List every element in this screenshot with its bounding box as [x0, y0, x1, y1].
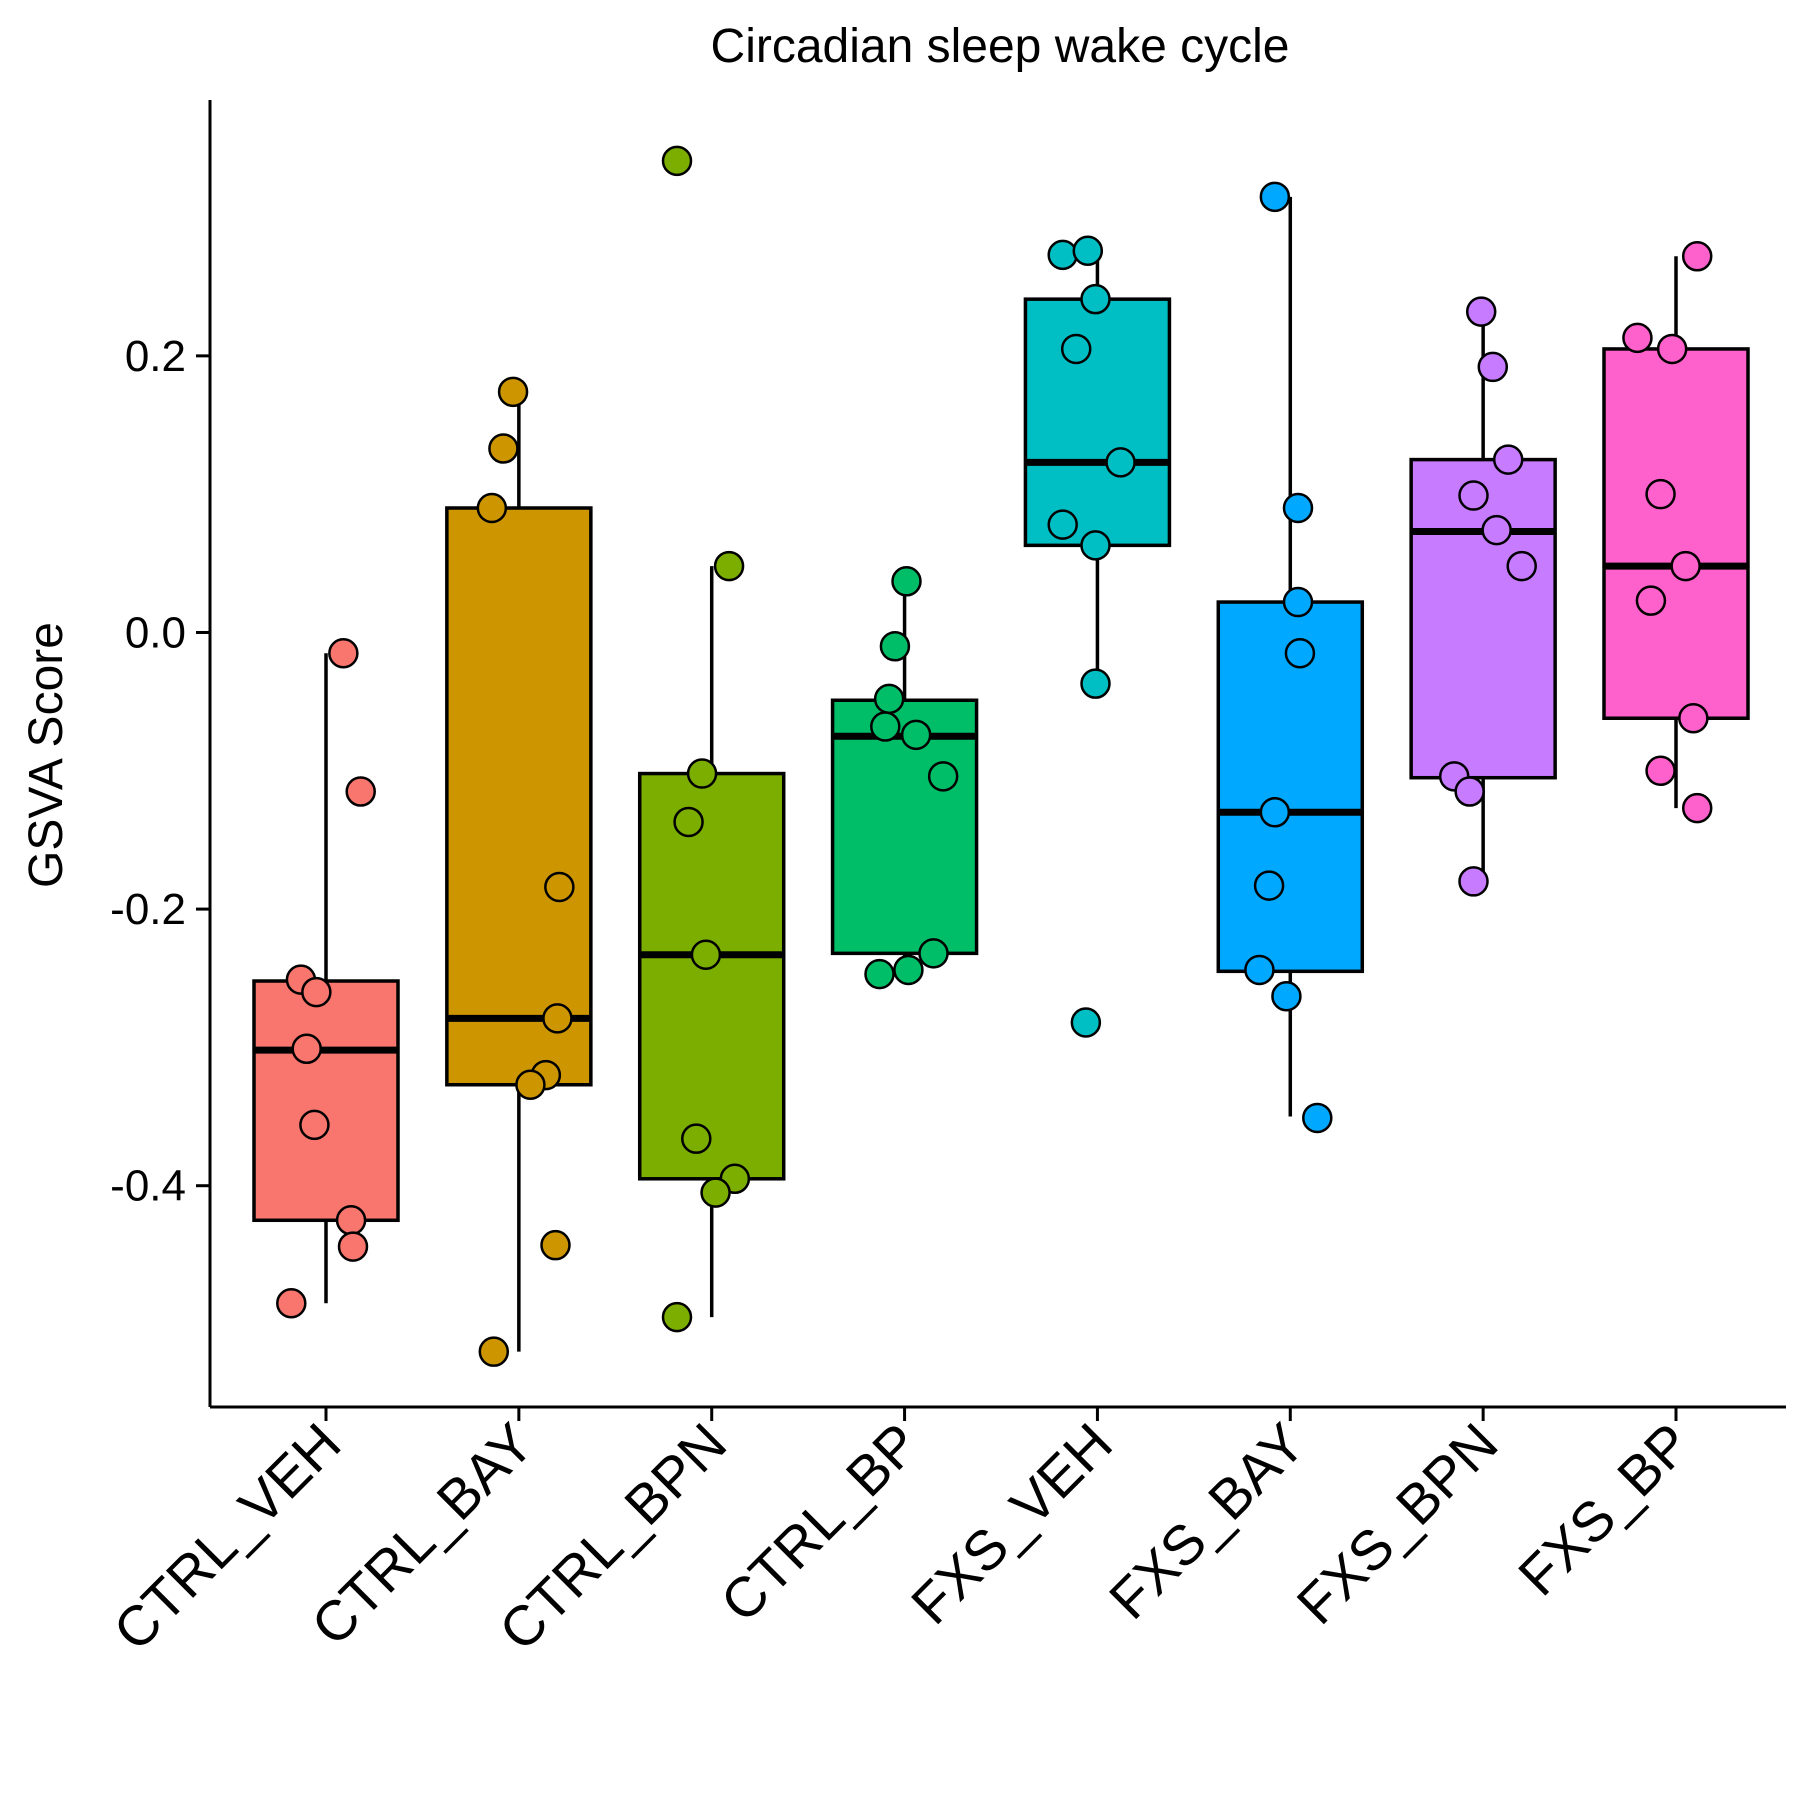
data-point	[661, 145, 693, 177]
data-point	[864, 958, 895, 990]
box-group-ctrl-bpn	[637, 145, 786, 1333]
data-point	[1047, 239, 1078, 271]
data-point	[488, 433, 519, 464]
y-axis-label: GSVA Score	[20, 622, 73, 888]
data-point	[686, 758, 718, 789]
data-point	[673, 806, 704, 838]
data-point	[1080, 530, 1111, 561]
y-tick-label: 0.2	[125, 332, 186, 381]
x-axis: CTRL_VEHCTRL_BAYCTRL_BPNCTRL_BPFXS_VEHFX…	[101, 1405, 1786, 1662]
data-point	[690, 939, 722, 970]
data-point	[900, 719, 932, 751]
box	[830, 698, 979, 956]
box	[1409, 457, 1557, 780]
data-point	[1259, 181, 1291, 213]
data-point	[301, 976, 332, 1008]
data-point	[345, 776, 376, 807]
box	[1602, 347, 1750, 720]
data-point	[713, 550, 745, 582]
data-point	[542, 1003, 573, 1034]
plot-area	[252, 145, 1750, 1367]
data-point	[1492, 444, 1524, 475]
data-point	[1259, 797, 1291, 828]
y-tick-label: -0.4	[110, 1162, 186, 1211]
x-tick-label: FXS_BPN	[1285, 1411, 1510, 1636]
data-point	[1271, 980, 1302, 1012]
box-group-fxs-bay	[1216, 181, 1365, 1134]
data-point	[1244, 954, 1275, 986]
data-point	[879, 631, 911, 662]
data-point	[497, 376, 529, 408]
x-tick-label: FXS_VEH	[899, 1411, 1124, 1636]
box	[252, 979, 400, 1223]
box-group-fxs-veh	[1023, 235, 1172, 1038]
box	[637, 771, 786, 1181]
data-point	[544, 871, 575, 903]
data-point	[1458, 866, 1489, 897]
data-point	[335, 1205, 367, 1236]
y-axis: -0.4 -0.2 0.0 0.2	[110, 100, 212, 1407]
data-point	[1477, 351, 1509, 383]
data-point	[1670, 550, 1701, 582]
data-point	[1284, 637, 1316, 669]
data-point	[1282, 492, 1314, 524]
data-point	[1635, 585, 1667, 616]
y-tick-label: 0.0	[125, 608, 186, 657]
data-point	[891, 566, 922, 597]
box-group-ctrl-bp	[830, 566, 979, 990]
data-point	[1282, 586, 1314, 618]
box	[1023, 297, 1172, 548]
box-group-fxs-bpn	[1409, 296, 1557, 897]
data-point	[1105, 447, 1136, 478]
data-point	[1681, 792, 1713, 824]
data-point	[1656, 333, 1688, 365]
data-point	[1060, 333, 1092, 365]
data-point	[1253, 870, 1285, 901]
x-tick-label: FXS_BAY	[1097, 1411, 1317, 1631]
data-point	[1506, 550, 1537, 582]
data-point	[1458, 480, 1489, 511]
data-point	[1454, 776, 1485, 807]
data-point	[893, 954, 924, 986]
data-point	[927, 761, 959, 792]
data-point	[1678, 702, 1709, 734]
data-point	[337, 1231, 369, 1262]
data-point	[1047, 509, 1078, 540]
data-point	[478, 1336, 510, 1367]
data-point	[276, 1288, 307, 1319]
data-point	[700, 1177, 731, 1208]
data-point	[1465, 296, 1497, 327]
data-point	[1080, 668, 1111, 699]
box-group-ctrl-bay	[445, 376, 593, 1367]
data-point	[540, 1229, 571, 1261]
data-point	[291, 1033, 322, 1065]
data-point	[299, 1109, 330, 1141]
box-group-ctrl-veh	[252, 637, 400, 1319]
data-point	[661, 1301, 693, 1333]
data-point	[1622, 322, 1653, 354]
chart-title: Circadian sleep wake cycle	[711, 20, 1290, 73]
data-point	[1481, 514, 1512, 546]
x-tick-label: CTRL_BP	[708, 1411, 931, 1634]
data-point	[870, 711, 901, 742]
data-point	[1645, 478, 1676, 510]
x-tick-label: FXS_BP	[1506, 1411, 1702, 1607]
data-point	[328, 637, 359, 669]
data-point	[1072, 235, 1104, 267]
data-point	[1302, 1102, 1333, 1134]
box-group-fxs-bp	[1602, 241, 1750, 824]
data-point	[918, 938, 949, 969]
y-tick-label: -0.2	[110, 885, 186, 934]
box	[445, 506, 593, 1087]
data-point	[681, 1123, 712, 1154]
data-point	[1681, 241, 1713, 272]
data-point	[1080, 283, 1111, 315]
data-point	[476, 492, 508, 524]
data-point	[873, 683, 905, 715]
data-point	[1070, 1007, 1102, 1038]
data-point	[515, 1069, 546, 1100]
data-point	[1645, 755, 1676, 787]
